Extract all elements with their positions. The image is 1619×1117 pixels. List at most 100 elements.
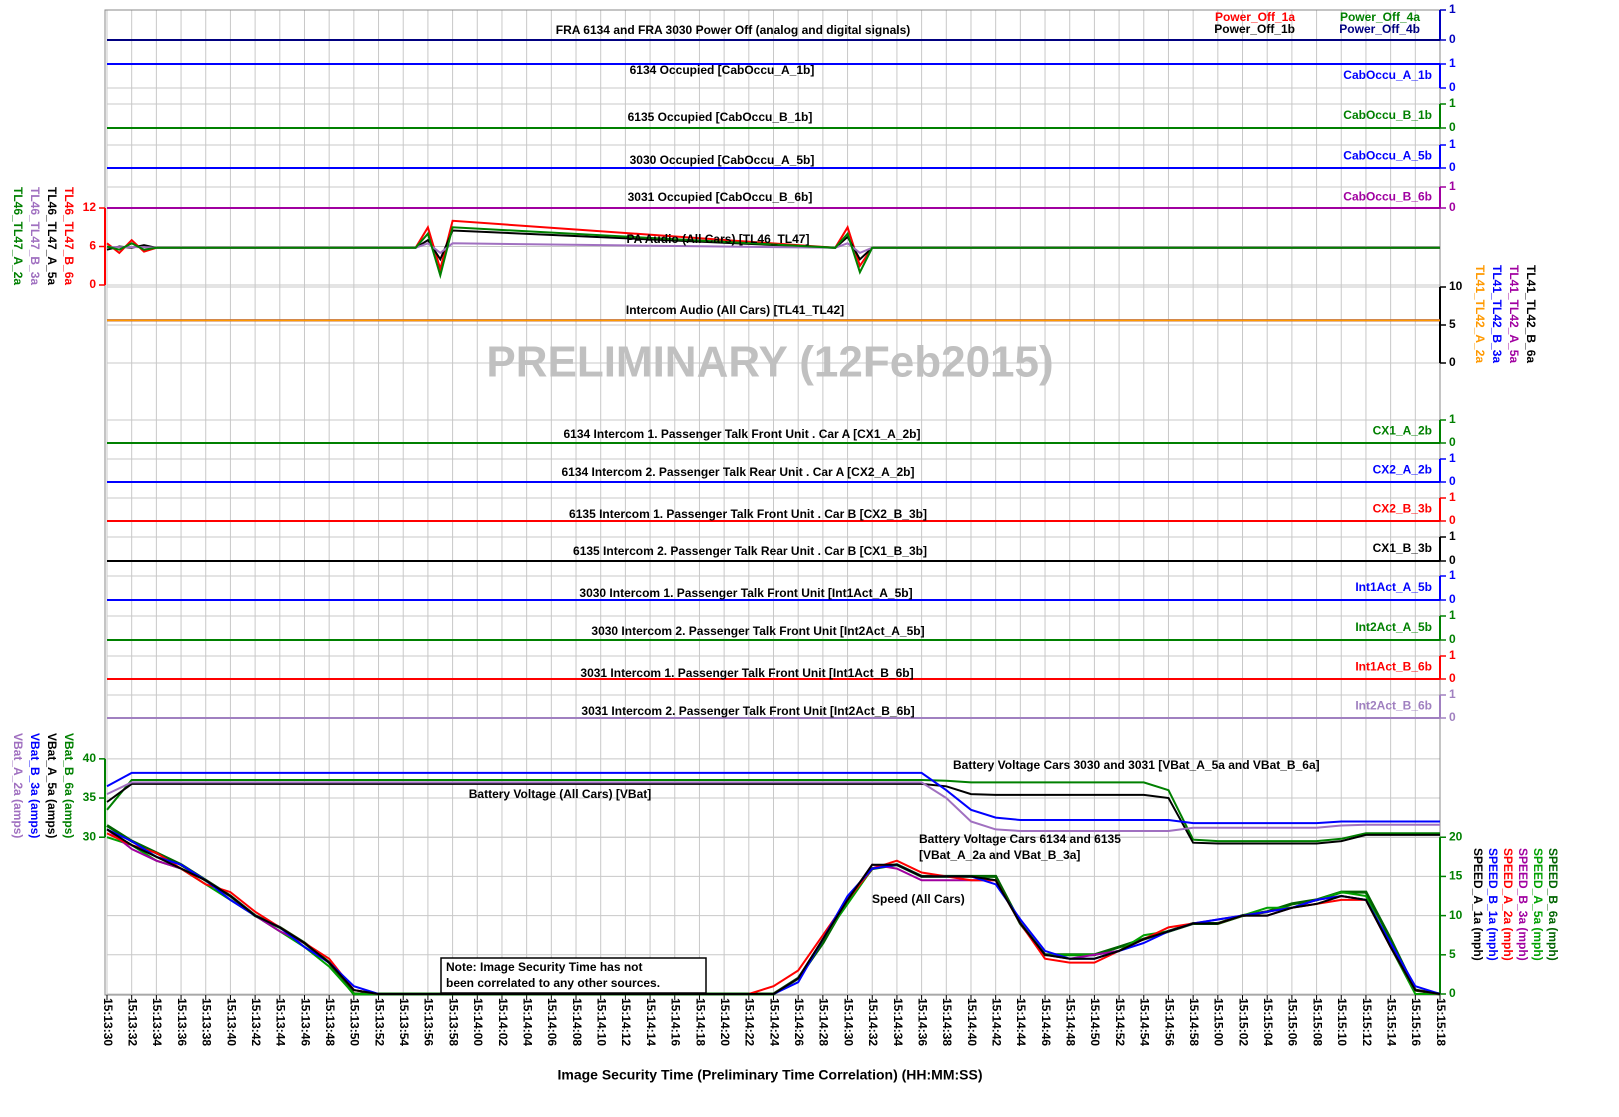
panel-title: 3030 Intercom 1. Passenger Talk Front Un… <box>579 586 912 600</box>
x-tick-label: 15:14:32 <box>866 998 880 1046</box>
x-tick-label: 15:13:32 <box>126 998 140 1046</box>
panel-title: FRA 6134 and FRA 3030 Power Off (analog … <box>556 23 911 37</box>
series-line <box>106 226 1440 280</box>
panel-title: 3031 Occupied [CabOccu_B_6b] <box>628 190 813 204</box>
x-tick-label: 15:15:16 <box>1409 998 1423 1046</box>
y-tick-label: 5 <box>1449 947 1456 961</box>
annotation: [VBat_A_2a and VBat_B_3a] <box>919 848 1080 862</box>
x-tick-label: 15:13:48 <box>323 998 337 1046</box>
legend-entry: VBat_B_3a (amps) <box>28 733 42 838</box>
y-tick-label: 0 <box>1449 632 1456 646</box>
y-tick-label: 20 <box>1449 829 1463 843</box>
x-tick-label: 15:15:08 <box>1310 998 1324 1046</box>
note-text: Note: Image Security Time has not <box>446 960 643 974</box>
y-tick-label: 0 <box>1449 710 1456 724</box>
series-line <box>106 771 1440 825</box>
y-tick-label: 1 <box>1449 687 1456 701</box>
panel-title: 3031 Intercom 1. Passenger Talk Front Un… <box>580 666 913 680</box>
panel-title: 6134 Occupied [CabOccu_A_1b] <box>630 63 815 77</box>
x-tick-label: 15:14:44 <box>1014 998 1028 1046</box>
x-tick-label: 15:14:18 <box>693 998 707 1046</box>
x-tick-label: 15:14:02 <box>496 998 510 1046</box>
x-tick-label: 15:14:00 <box>471 998 485 1046</box>
x-tick-label: 15:13:56 <box>422 998 436 1046</box>
y-tick-label: 1 <box>1449 568 1456 582</box>
x-tick-label: 15:13:30 <box>101 998 115 1046</box>
legend-entry: TL46_TL47_B_3a <box>28 187 42 285</box>
y-tick-label: 0 <box>1449 553 1456 567</box>
legend-entry: SPEED_A_5a (mph) <box>1531 848 1545 961</box>
x-tick-label: 15:14:04 <box>520 998 534 1046</box>
legend-entry: TL41_TL42_A_5a <box>1507 265 1521 363</box>
y-tick-label: 5 <box>1449 317 1456 331</box>
legend-entry: TL46_TL47_A_5a <box>45 187 59 285</box>
legend-entry: CabOccu_B_1b <box>1343 108 1432 122</box>
panel-title: 3030 Intercom 2. Passenger Talk Front Un… <box>591 624 924 638</box>
x-tick-label: 15:14:22 <box>743 998 757 1046</box>
x-tick-label: 15:13:36 <box>175 998 189 1046</box>
y-tick-label: 1 <box>1449 648 1456 662</box>
y-tick-label: 0 <box>1449 80 1456 94</box>
y-tick-label: 1 <box>1449 96 1456 110</box>
series-line <box>106 779 1440 843</box>
x-tick-label: 15:14:30 <box>841 998 855 1046</box>
x-tick-label: 15:15:18 <box>1434 998 1448 1046</box>
x-tick-label: 15:15:02 <box>1236 998 1250 1046</box>
y-tick-label: 0 <box>1449 120 1456 134</box>
legend-entry: TL41_TL42_B_3a <box>1490 265 1504 363</box>
annotation: Speed (All Cars) <box>872 892 965 906</box>
note-box <box>440 957 707 994</box>
legend-entry: CX2_B_3b <box>1373 502 1432 516</box>
legend-entry: SPEED_B_6a (mph) <box>1546 848 1560 961</box>
legend-entry: Int2Act_A_5b <box>1355 620 1432 634</box>
x-tick-label: 15:13:44 <box>274 998 288 1046</box>
x-tick-label: 15:14:54 <box>1138 998 1152 1046</box>
y-tick-label: 1 <box>1449 451 1456 465</box>
panel-title: 6134 Intercom 2. Passenger Talk Rear Uni… <box>561 465 914 479</box>
legend-entry: CabOccu_A_1b <box>1343 68 1432 82</box>
panel-title: 3030 Occupied [CabOccu_A_5b] <box>630 153 815 167</box>
y-tick-label: 35 <box>83 790 97 804</box>
x-tick-label: 15:13:52 <box>372 998 386 1046</box>
legend-entry: Power_Off_1a <box>1215 10 1295 24</box>
legend-entry: SPEED_A_1a (mph) <box>1471 848 1485 961</box>
x-tick-label: 15:14:16 <box>669 998 683 1046</box>
panel-title: Intercom Audio (All Cars) [TL41_TL42] <box>626 303 844 317</box>
x-tick-label: 15:13:58 <box>446 998 460 1046</box>
legend-entry: TL46_TL47_A_2a <box>11 187 25 285</box>
legend-entry: CabOccu_B_6b <box>1343 190 1432 204</box>
x-tick-label: 15:14:48 <box>1064 998 1078 1046</box>
x-tick-label: 15:13:34 <box>150 998 164 1046</box>
x-tick-label: 15:15:00 <box>1212 998 1226 1046</box>
x-tick-label: 15:13:46 <box>298 998 312 1046</box>
x-tick-label: 15:14:46 <box>1039 998 1053 1046</box>
legend-entry: Power_Off_4b <box>1339 22 1420 36</box>
series-line <box>107 242 1440 255</box>
legend-entry: VBat_B_6a (amps) <box>62 733 76 838</box>
x-tick-label: 15:14:26 <box>792 998 806 1046</box>
legend-entry: Int1Act_B_6b <box>1355 660 1432 674</box>
y-tick-label: 0 <box>1449 355 1456 369</box>
x-tick-label: 15:15:12 <box>1360 998 1374 1046</box>
panel-title: 3031 Intercom 2. Passenger Talk Front Un… <box>581 704 914 718</box>
y-tick-label: 0 <box>1449 592 1456 606</box>
y-tick-label: 15 <box>1449 869 1463 883</box>
panel-title: 6135 Intercom 1. Passenger Talk Front Un… <box>569 507 927 521</box>
x-tick-label: 15:14:28 <box>817 998 831 1046</box>
series-line <box>106 781 1440 832</box>
y-tick-label: 0 <box>1449 160 1456 174</box>
y-tick-label: 1 <box>1449 608 1456 622</box>
x-tick-label: 15:14:42 <box>989 998 1003 1046</box>
x-tick-label: 15:15:10 <box>1335 998 1349 1046</box>
y-tick-label: 1 <box>1449 412 1456 426</box>
x-tick-label: 15:15:04 <box>1261 998 1275 1046</box>
y-tick-label: 0 <box>1449 435 1456 449</box>
series-line <box>106 782 1440 845</box>
y-tick-label: 10 <box>1449 279 1463 293</box>
x-tick-label: 15:15:14 <box>1384 998 1398 1046</box>
x-tick-label: 15:14:52 <box>1113 998 1127 1046</box>
y-tick-label: 1 <box>1449 179 1456 193</box>
x-tick-label: 15:15:06 <box>1286 998 1300 1046</box>
